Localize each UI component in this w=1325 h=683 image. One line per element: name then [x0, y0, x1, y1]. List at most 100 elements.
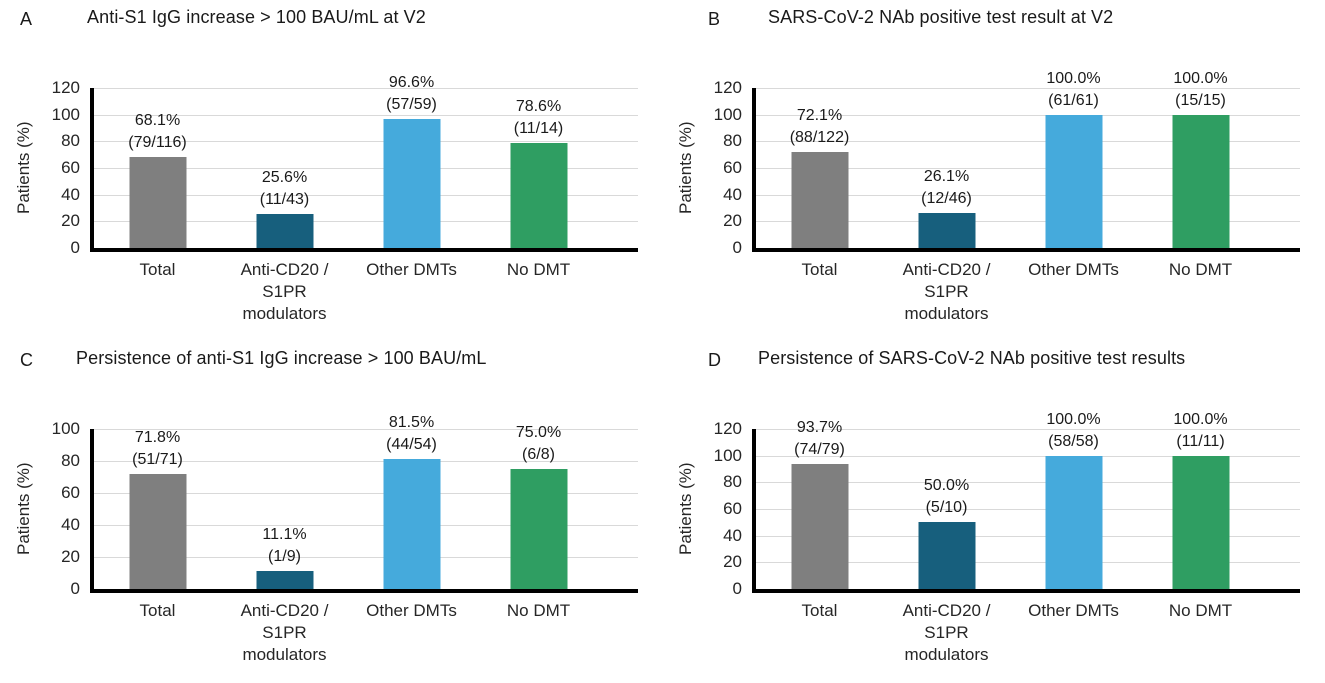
x-axis-labels: Total Anti-CD20 / S1PR modulators Other DM…: [94, 600, 602, 666]
panel-a: A Anti-S1 IgG increase > 100 BAU/mL at V…: [0, 0, 662, 341]
bar-slot-other-dmts: 81.5% (44/54): [348, 414, 475, 589]
x-category-label: Other DMTs: [366, 260, 457, 279]
bar-total: [129, 157, 186, 248]
x-category-label: Total: [801, 601, 838, 620]
bar-value-label: 78.6% (11/14): [513, 98, 564, 138]
y-axis-line: [752, 429, 756, 593]
x-category-label: No DMT: [1168, 601, 1233, 620]
gridline: [94, 493, 638, 494]
y-tick-label: 60: [61, 158, 80, 177]
gridline: [94, 194, 638, 196]
x-category-label: Other DMTs: [1028, 601, 1119, 620]
panel-letter: B: [708, 9, 721, 29]
y-tick-label: 40: [723, 525, 742, 545]
bar-no-dmt: [510, 143, 567, 248]
y-tick-label: 20: [61, 547, 80, 566]
y-axis-ticks: 0 20 40 60 80 100 120: [662, 420, 742, 598]
bar-anti-cd20-s1pr-modulators: [918, 522, 975, 589]
panel-letter: C: [20, 350, 33, 370]
gridline: [756, 194, 1300, 196]
x-axis-line: [90, 248, 638, 252]
x-category-label: Anti-CD20 / S1PR modulators: [240, 601, 329, 664]
panel-letter: D: [708, 350, 721, 370]
y-axis-line: [752, 88, 756, 252]
x-category-label: Other DMTs: [366, 601, 457, 620]
y-tick-label: 100: [51, 419, 80, 438]
y-tick-label: 40: [61, 515, 80, 534]
bar-value-label: 11.1% (1/9): [262, 526, 307, 566]
bar-slot-no-dmt: 100.0% (15/15): [1137, 70, 1264, 248]
gridline: [756, 168, 1300, 169]
bar-slot-other-dmts: 100.0% (58/58): [1010, 411, 1137, 589]
bar-value-label: 68.1% (79/116): [128, 112, 187, 152]
gridline: [756, 88, 1300, 89]
bar-other-dmts: [1045, 114, 1102, 248]
y-axis-ticks: 0 20 40 60 80 100 120: [662, 79, 742, 257]
bar-anti-cd20-s1pr-modulators: [256, 571, 313, 589]
y-axis-line: [90, 88, 94, 252]
bar-slot-total: 93.7% (74/79): [756, 419, 883, 589]
y-tick-label: 100: [713, 104, 742, 124]
x-axis-line: [752, 248, 1300, 252]
bar-value-label: 75.0% (6/8): [515, 424, 562, 463]
bars-row: 93.7% (74/79) 50.0% (5/10) 100.0% (58/58) 1…: [756, 411, 1264, 589]
gridline: [756, 429, 1300, 430]
x-axis-labels: Total Anti-CD20 / S1PR modulators Other DM…: [756, 259, 1264, 325]
x-category-label: No DMT: [506, 260, 571, 279]
plot-area: 72.1% (88/122) 26.1% (12/46) 100.0% (61/61…: [752, 70, 1300, 252]
bar-value-label: 100.0% (58/58): [1046, 410, 1101, 450]
gridline: [94, 221, 638, 223]
y-tick-label: 20: [723, 211, 742, 231]
gridline: [756, 562, 1300, 564]
bar-anti-cd20-s1pr-modulators: [256, 213, 313, 248]
gridline: [756, 221, 1300, 223]
gridline: [94, 429, 638, 430]
bar-value-label: 26.1% (12/46): [921, 168, 972, 208]
bar-value-label: 93.7% (74/79): [794, 419, 845, 459]
x-axis-line: [90, 589, 638, 593]
bar-no-dmt: [1172, 455, 1229, 589]
panel-letter: A: [20, 9, 33, 29]
bar-no-dmt: [510, 469, 567, 589]
x-category-label: No DMT: [1168, 260, 1233, 279]
x-category-label: Other DMTs: [1028, 260, 1119, 279]
x-category-label: Anti-CD20 / S1PR modulators: [240, 260, 329, 323]
bar-slot-total: 71.8% (51/71): [94, 429, 221, 589]
bar-value-label: 100.0% (61/61): [1046, 69, 1101, 109]
gridline: [756, 141, 1300, 143]
x-category-label: No DMT: [506, 601, 571, 620]
x-category-label: Total: [139, 601, 176, 620]
y-tick-label: 60: [723, 499, 742, 518]
panel-c: C Persistence of anti-S1 IgG increase > …: [0, 341, 662, 683]
gridline: [94, 141, 638, 143]
x-category-label: Anti-CD20 / S1PR modulators: [902, 601, 991, 664]
y-tick-label: 80: [61, 451, 80, 470]
y-tick-label: 80: [61, 131, 80, 151]
gridline: [756, 455, 1300, 457]
plot-area: 71.8% (51/71) 11.1% (1/9) 81.5% (44/54) 75.…: [90, 414, 638, 593]
x-category-label: Anti-CD20 / S1PR modulators: [902, 260, 991, 323]
panel-title: Persistence of anti-S1 IgG increase > 10…: [76, 348, 487, 368]
y-tick-label: 80: [723, 131, 742, 151]
x-axis-labels: Total Anti-CD20 / S1PR modulators Other DM…: [756, 600, 1264, 666]
gridline: [94, 461, 638, 462]
bar-other-dmts: [383, 119, 440, 248]
x-category-label: Total: [801, 260, 838, 279]
panel-title: Anti-S1 IgG increase > 100 BAU/mL at V2: [87, 7, 426, 27]
bar-value-label: 72.1% (88/122): [789, 106, 850, 146]
y-tick-label: 100: [51, 104, 80, 124]
plot-area: 93.7% (74/79) 50.0% (5/10) 100.0% (58/58) 1…: [752, 411, 1300, 593]
y-tick-label: 40: [61, 184, 80, 204]
gridline: [756, 535, 1300, 537]
y-tick-label: 60: [723, 158, 742, 177]
bar-slot-other-dmts: 100.0% (61/61): [1010, 70, 1137, 248]
y-tick-label: 120: [51, 78, 80, 97]
y-tick-label: 120: [713, 78, 742, 97]
bar-slot-total: 72.1% (88/122): [756, 88, 883, 248]
bar-slot-anti-cd20-s1pr-modulators: 11.1% (1/9): [221, 429, 348, 589]
bar-slot-anti-cd20-s1pr-modulators: 50.0% (5/10): [883, 429, 1010, 589]
y-tick-label: 0: [70, 579, 80, 598]
bar-value-label: 25.6% (11/43): [259, 168, 310, 208]
x-axis-line: [752, 589, 1300, 593]
